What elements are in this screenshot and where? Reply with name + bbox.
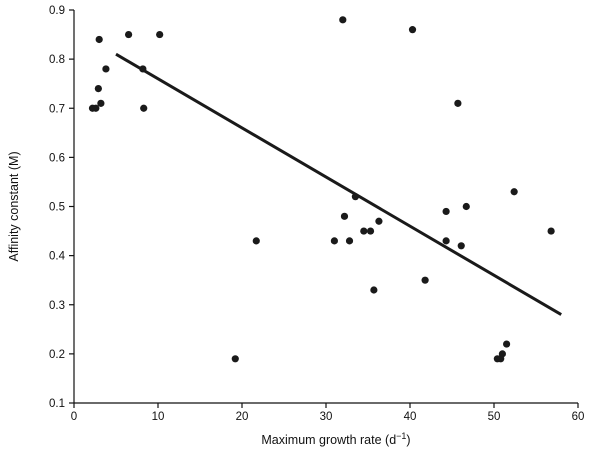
x-tick-label: 50 [488,411,501,423]
data-point [370,286,378,294]
y-ticks: 0.1 0.2 0.3 0.4 0.5 0.6 0.7 0.8 0.9 [49,5,74,410]
data-point [462,202,470,211]
axes [73,10,578,404]
data-point [94,85,102,93]
x-tick-label: 40 [404,411,417,423]
data-point [102,65,110,73]
trendline-group [115,52,562,316]
y-tick-label: 0.6 [49,152,65,164]
data-point [339,16,347,24]
trendline [115,52,562,316]
x-tick-label: 10 [152,411,165,423]
y-tick-label: 0.3 [49,300,65,312]
y-tick-label: 0.1 [49,398,65,410]
y-tick-label: 0.4 [49,251,66,263]
data-point [231,355,239,363]
x-tick-label: 20 [236,411,249,423]
data-point [510,188,518,196]
data-point [457,242,465,250]
data-point [454,99,462,107]
data-point [252,237,260,245]
x-tick-label: 0 [71,411,77,423]
data-point [340,212,349,220]
data-point [498,350,506,358]
data-point [125,30,133,39]
y-axis-title: Affinity constant (M) [7,151,21,261]
data-point [442,207,450,216]
data-point [92,104,100,112]
data-point [503,340,511,348]
data-point [139,65,147,73]
data-point [442,237,450,245]
data-point [345,237,354,245]
x-axis-title: Maximum growth rate (d−1) [261,431,410,447]
data-point [330,237,338,245]
y-tick-label: 0.9 [49,5,65,17]
y-tick-label: 0.8 [49,54,65,66]
x-ticks: 0 10 20 30 40 50 60 [71,403,585,423]
data-point [140,104,148,112]
data-point [360,227,368,235]
y-tick-label: 0.2 [49,349,65,361]
x-tick-label: 30 [320,411,333,423]
data-point [375,217,383,225]
data-point [408,26,417,34]
data-point [156,30,164,39]
data-point [421,276,429,284]
data-point [366,227,375,235]
y-tick-label: 0.5 [49,202,65,214]
data-points [88,16,555,363]
data-point [97,99,105,107]
y-tick-label: 0.7 [49,103,65,115]
data-point [351,193,359,201]
data-point [547,227,555,235]
data-point [95,35,103,44]
x-tick-label: 60 [572,411,585,423]
